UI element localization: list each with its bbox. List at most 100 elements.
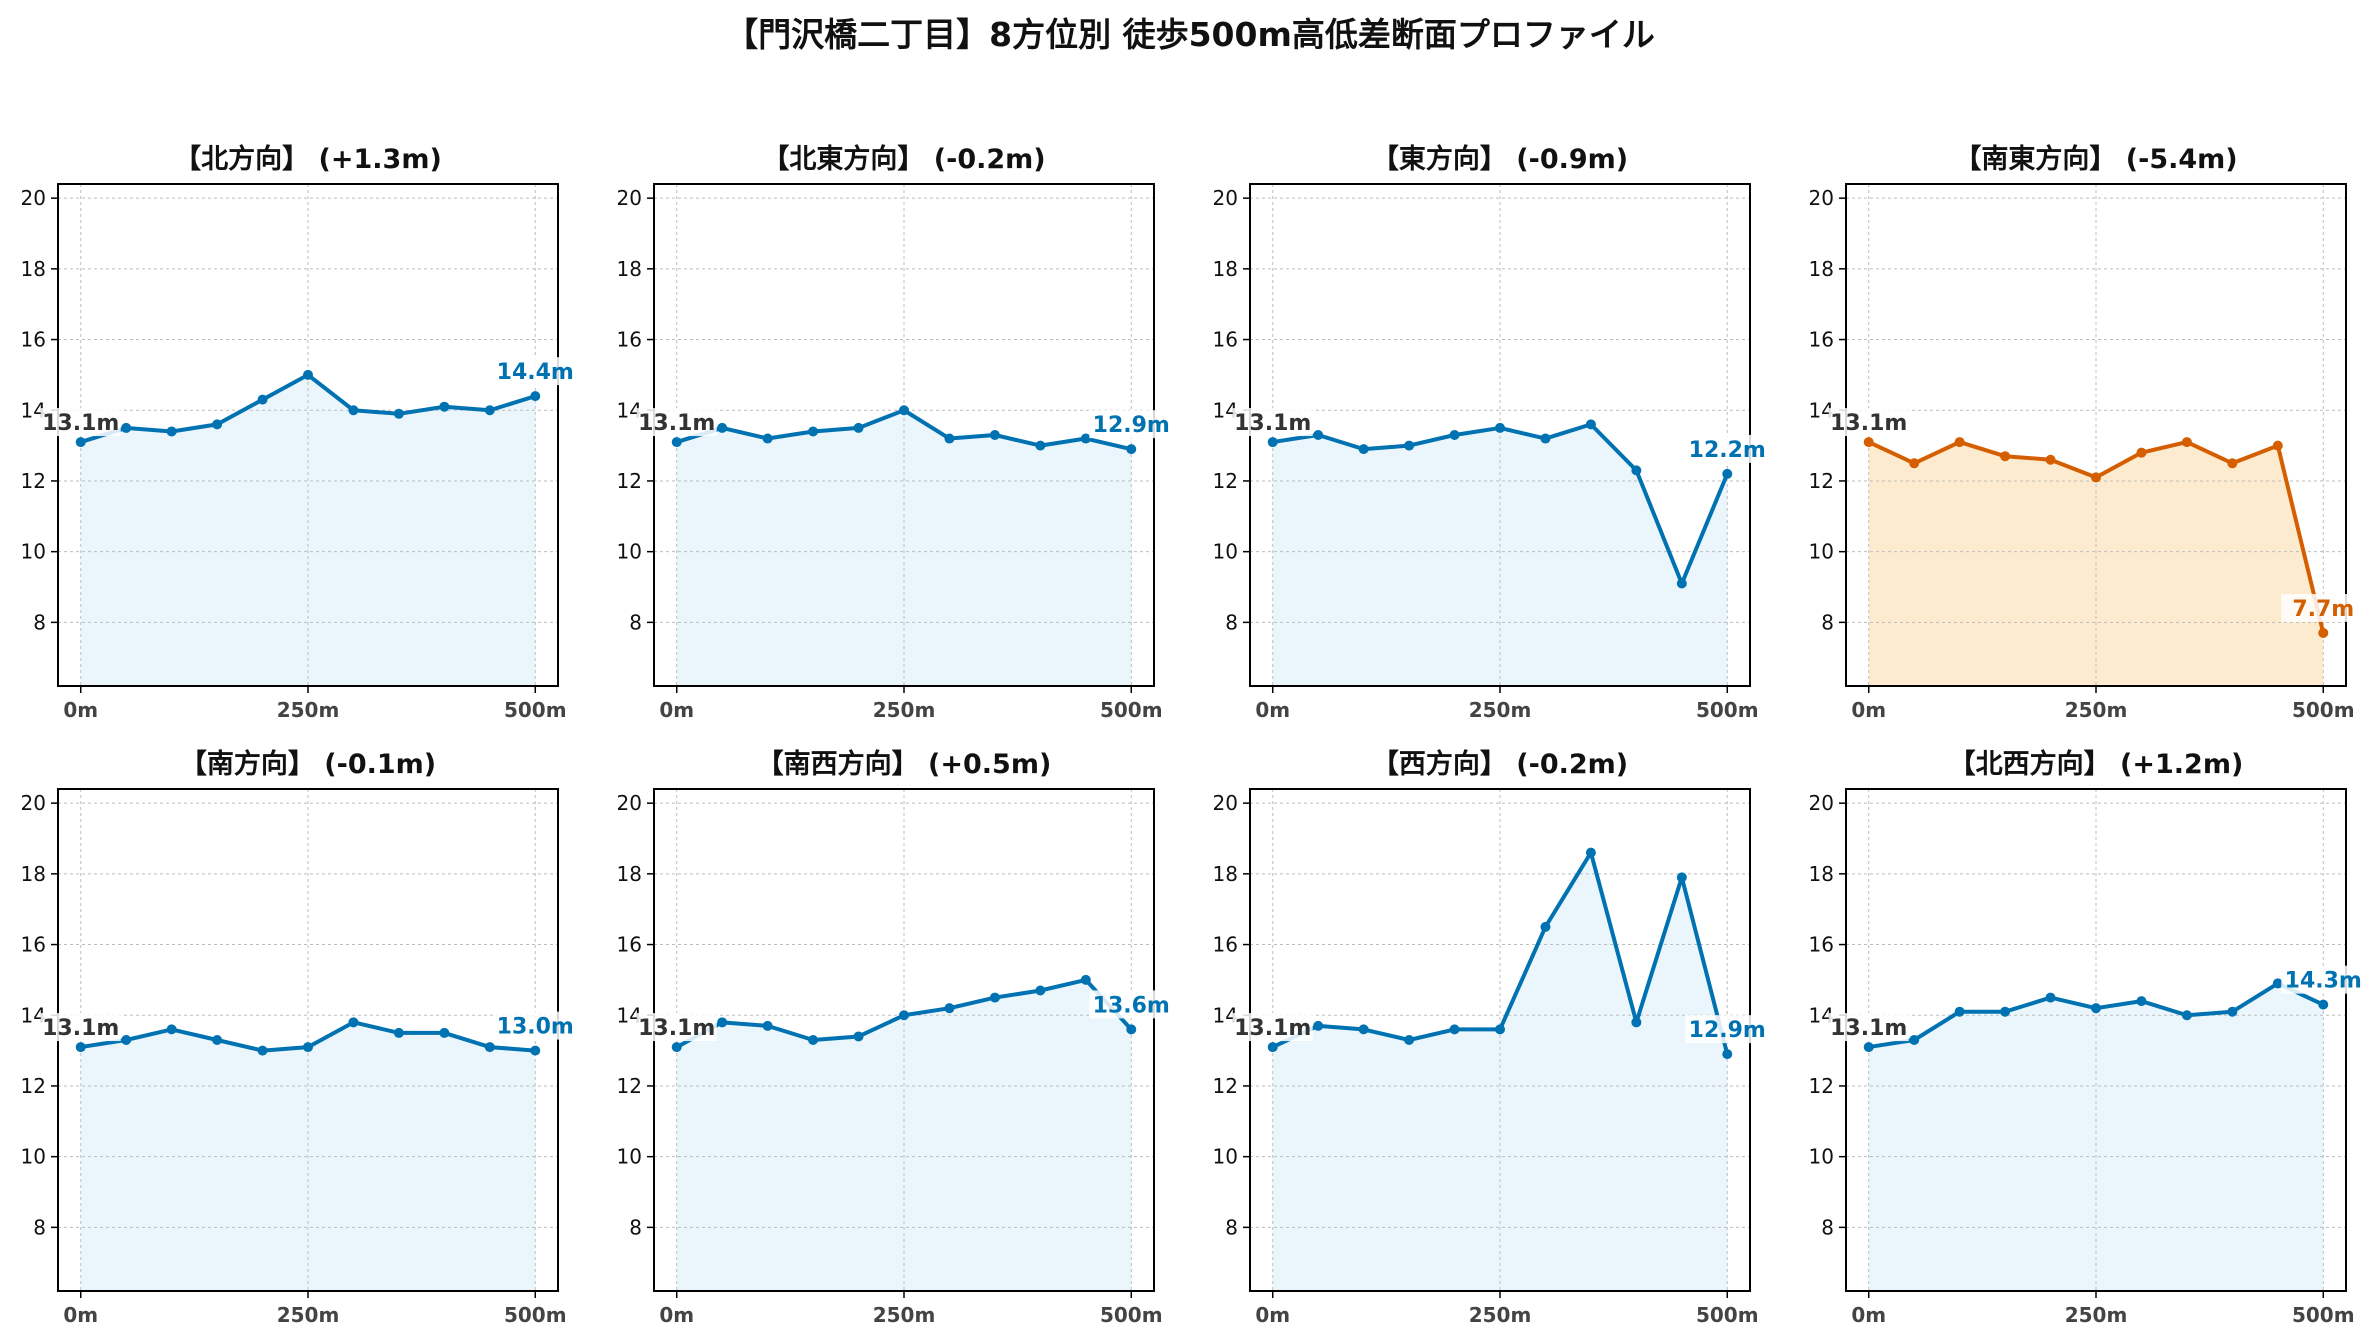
elevation-point — [1495, 422, 1505, 433]
elevation-point — [1863, 1042, 1874, 1053]
elevation-point — [717, 1017, 728, 1028]
panel-title: 【西方向】 (-0.2m) — [1372, 748, 1628, 780]
elevation-area-fill — [676, 979, 1132, 1291]
elevation-point — [1358, 444, 1369, 455]
y-tick-label: 18 — [617, 257, 642, 281]
elevation-point — [853, 422, 864, 433]
elevation-point — [166, 426, 177, 437]
panel-title: 【北西方向】 (+1.2m) — [1949, 748, 2244, 780]
elevation-point — [212, 1035, 223, 1045]
start-label-bg — [636, 408, 717, 437]
elevation-point — [1404, 440, 1415, 451]
end-elevation-label: 12.2m — [1689, 438, 1766, 463]
elevation-point — [944, 433, 955, 444]
x-tick-label: 500m — [2292, 698, 2355, 722]
elevation-point — [348, 1017, 359, 1028]
elevation-point — [1631, 465, 1642, 476]
y-tick-label: 10 — [21, 540, 46, 564]
end-label-bg — [493, 357, 578, 386]
end-label-bg — [1089, 410, 1174, 439]
x-tick-label: 500m — [504, 1303, 567, 1327]
x-tick-label: 0m — [1255, 698, 1290, 722]
y-tick-label: 10 — [617, 1145, 642, 1169]
elevation-point — [2272, 440, 2283, 451]
end-elevation-label: 7.7m — [2292, 597, 2354, 622]
elevation-point — [2091, 472, 2101, 483]
y-tick-label: 12 — [1809, 1074, 1834, 1098]
elevation-point — [944, 1003, 955, 1014]
y-tick-label: 10 — [1809, 1145, 1834, 1169]
elevation-point — [1585, 847, 1596, 858]
elevation-point — [2136, 447, 2147, 458]
x-tick-label: 0m — [63, 1303, 98, 1327]
y-tick-label: 8 — [1821, 610, 1834, 634]
elevation-point — [1267, 437, 1278, 448]
elevation-point — [989, 430, 1000, 440]
panel-title: 【東方向】 (-0.9m) — [1372, 143, 1628, 175]
elevation-point — [121, 1035, 132, 1045]
elevation-point — [166, 1024, 177, 1035]
y-tick-label: 18 — [1809, 257, 1834, 281]
x-tick-label: 250m — [277, 1303, 340, 1327]
x-tick-label: 500m — [1100, 1303, 1163, 1327]
elevation-point — [2000, 1006, 2011, 1017]
y-tick-label: 10 — [1809, 540, 1834, 564]
elevation-point — [1676, 578, 1687, 589]
elevation-point — [348, 405, 359, 416]
start-elevation-label: 13.1m — [42, 411, 119, 436]
end-elevation-label: 14.3m — [2285, 969, 2362, 994]
elevation-point — [439, 1027, 450, 1038]
start-label-bg — [40, 1013, 121, 1042]
elevation-point — [1404, 1035, 1415, 1045]
elevation-point — [1631, 1017, 1642, 1028]
y-tick-label: 16 — [21, 933, 46, 957]
elevation-point — [1126, 1024, 1137, 1035]
elevation-point — [1035, 985, 1046, 996]
start-elevation-label: 13.1m — [1830, 1016, 1907, 1041]
elevation-point — [2091, 1003, 2101, 1014]
start-elevation-label: 13.1m — [42, 1016, 119, 1041]
elevation-point — [762, 1020, 773, 1031]
x-tick-label: 250m — [277, 698, 340, 722]
elevation-point — [1358, 1024, 1369, 1035]
y-tick-label: 10 — [617, 540, 642, 564]
y-tick-label: 18 — [617, 862, 642, 886]
elevation-point — [530, 391, 541, 402]
figure-title: 【門沢橋二丁目】8方位別 徒歩500m高低差断面プロファイル — [725, 15, 1655, 54]
elevation-point — [1267, 1042, 1278, 1053]
y-tick-label: 18 — [21, 862, 46, 886]
x-tick-label: 0m — [1851, 1303, 1886, 1327]
start-label-bg — [40, 408, 121, 437]
y-tick-label: 20 — [21, 791, 46, 815]
y-tick-label: 20 — [1213, 791, 1238, 815]
end-label-bg — [493, 1011, 578, 1040]
y-tick-label: 18 — [1213, 862, 1238, 886]
x-tick-label: 500m — [1696, 698, 1759, 722]
elevation-point — [1080, 433, 1091, 444]
elevation-point — [393, 408, 404, 419]
elevation-point — [1954, 1006, 1965, 1017]
end-elevation-label: 13.6m — [1093, 993, 1170, 1018]
y-tick-label: 18 — [21, 257, 46, 281]
y-tick-label: 10 — [1213, 1145, 1238, 1169]
elevation-point — [2181, 437, 2192, 448]
start-label-bg — [1232, 1013, 1313, 1042]
elevation-area-fill — [676, 410, 1132, 686]
y-tick-label: 20 — [1809, 186, 1834, 210]
y-tick-label: 20 — [1213, 186, 1238, 210]
elevation-point — [484, 1042, 495, 1053]
elevation-point — [75, 1042, 86, 1053]
y-tick-label: 16 — [1213, 328, 1238, 352]
y-tick-label: 8 — [33, 1215, 46, 1239]
start-label-bg — [1828, 1013, 1909, 1042]
y-tick-label: 20 — [617, 186, 642, 210]
elevation-point — [393, 1027, 404, 1038]
start-label-bg — [1232, 408, 1313, 437]
end-label-bg — [1089, 990, 1174, 1019]
start-label-bg — [1828, 408, 1909, 437]
